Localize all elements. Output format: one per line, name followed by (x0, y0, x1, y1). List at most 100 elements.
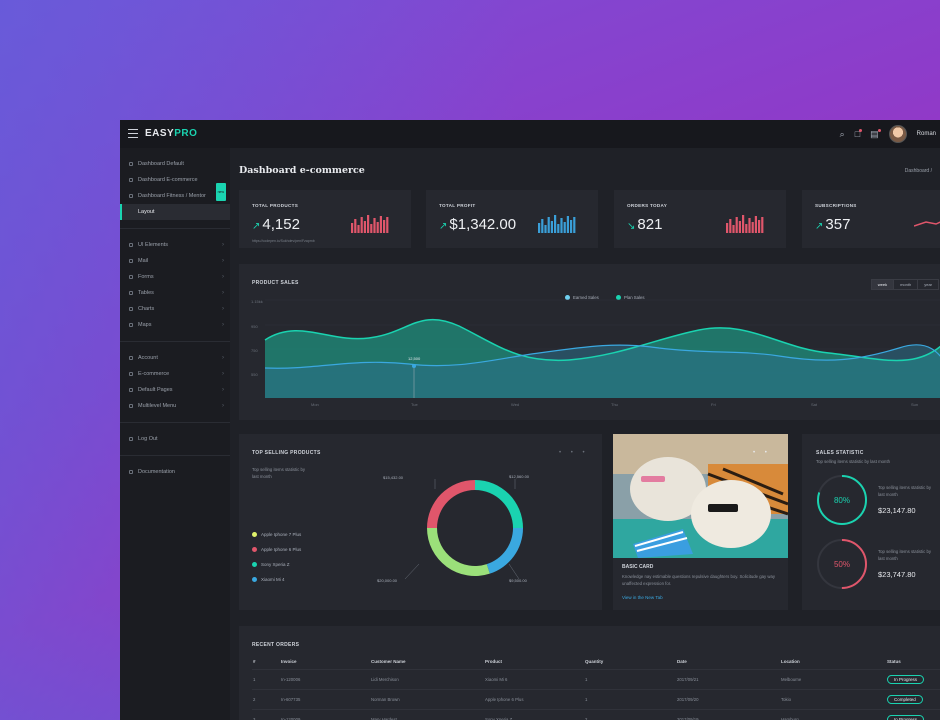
mini-bar (758, 220, 761, 233)
column-header[interactable]: Invoice (281, 658, 297, 664)
menu-icon[interactable] (128, 129, 138, 138)
column-header[interactable]: Customer Name (371, 658, 406, 664)
sidebar-item-mail[interactable]: Mail › (120, 253, 230, 269)
user-name[interactable]: Roman (916, 131, 936, 137)
mini-bar (376, 222, 379, 233)
table-cell: In-120006 (280, 669, 370, 690)
period-toggle: week month year (870, 279, 939, 290)
mini-bar (761, 217, 764, 233)
table-cell: Mary Hardest (370, 709, 484, 720)
stat-card-subscriptions: SUBSCRIPTIONS ↗ 357 (802, 190, 940, 248)
sidebar-item-ui-elements[interactable]: UI Elements › (120, 237, 230, 253)
mini-bar (547, 217, 550, 233)
mini-bar (373, 218, 376, 233)
chevron-right-icon: › (222, 322, 224, 328)
avatar[interactable] (888, 125, 907, 143)
sidebar-item-charts[interactable]: Charts › (120, 301, 230, 317)
donut-slice-sony-xperia-z (475, 480, 523, 528)
tab-month[interactable]: month (893, 280, 917, 289)
table-cell: Sony Xperia Z (484, 709, 584, 720)
table-row[interactable]: 1 In-120006 Lidi Merchison Xiaomi Mi 6 1 2017… (252, 669, 940, 690)
search-icon[interactable]: ⌕ (839, 128, 845, 139)
mini-bar (351, 223, 354, 233)
sidebar-item-tables[interactable]: Tables › (120, 285, 230, 301)
column-header[interactable]: # (253, 658, 256, 664)
legend-earned[interactable]: Earned Sales (565, 295, 599, 300)
stat-label: TOTAL PRODUCTS (252, 203, 299, 208)
mini-bar (379, 216, 382, 233)
status-badge[interactable]: In Progress (887, 715, 925, 720)
panel-actions-icon[interactable]: • • • (559, 450, 589, 456)
stat-label: TOTAL PROFIT (439, 203, 476, 208)
sidebar-item-default-pages[interactable]: Default Pages › (120, 382, 230, 398)
mini-bar (570, 220, 573, 233)
main-content: Dashboard e-commerce Dashboard / TOTAL P… (230, 148, 940, 720)
trend-up-icon: ↗ (439, 221, 448, 232)
tab-year[interactable]: year (917, 280, 938, 289)
status-badge[interactable]: Completed (887, 695, 923, 704)
ring-text: Top selling items statistic by last mont… (878, 485, 932, 497)
progress-ring: 80% (817, 475, 867, 525)
app-logo[interactable]: EASYPRO (145, 128, 198, 139)
top-selling-panel: TOP SELLING PRODUCTS • • • Top selling i… (239, 434, 602, 610)
x-tick: Sat (811, 402, 818, 407)
table-cell: In-607735 (280, 689, 370, 710)
x-tick: Thu (611, 402, 618, 407)
chevron-right-icon: › (222, 274, 224, 280)
table-cell: In-120009 (280, 709, 370, 720)
mini-bar (563, 222, 566, 233)
sidebar-item-account[interactable]: Account › (120, 350, 230, 366)
mini-bar (370, 224, 373, 233)
legend-plan[interactable]: Plan Sales (616, 295, 645, 300)
legend-dot (252, 547, 257, 552)
table-cell: Lidi Merchison (370, 669, 484, 690)
column-header[interactable]: Product (485, 658, 503, 664)
tab-week[interactable]: week (871, 280, 894, 289)
ring-progress (817, 539, 867, 589)
donut-slice-apple-iphone-6-plus (427, 480, 475, 528)
card-actions-icon[interactable]: • • (753, 450, 771, 456)
sidebar-item-maps[interactable]: Maps › (120, 317, 230, 333)
status-cell: In Progress (886, 709, 940, 720)
legend-dot (616, 295, 621, 300)
sidebar-item-layout[interactable]: Layout (120, 204, 230, 220)
ring-percent: 80% (834, 496, 850, 505)
x-tick: Mon (311, 402, 319, 407)
basic-card: • • BASIC CARD Knowledge nay estimable q… (613, 434, 788, 610)
legend-dot (252, 577, 257, 582)
cart-icon[interactable]: ▤ (870, 128, 881, 139)
mini-bar (566, 216, 569, 233)
sidebar-item-dashboard-fitness[interactable]: Dashboard Fitness / Mentor new (120, 183, 230, 204)
sidebar-item-documentation[interactable]: Documentation (120, 464, 230, 480)
ring-percent: 50% (834, 560, 850, 569)
sales-statistic-panel: SALES STATISTIC Top selling items statis… (802, 434, 940, 610)
sidebar-item-log-out[interactable]: Log Out (120, 431, 230, 447)
legend-dot (252, 532, 257, 537)
column-header[interactable]: Status (887, 658, 901, 664)
table-row[interactable]: 2 In-607735 Norman Brown Apple Iphone 6 Plu… (252, 689, 940, 710)
chevron-right-icon: › (222, 355, 224, 361)
table-row[interactable]: 3 In-120009 Mary Hardest Sony Xperia Z 2 2017… (252, 709, 940, 720)
sidebar-item-multilevel-menu[interactable]: Multilevel Menu › (120, 398, 230, 414)
column-header[interactable]: Date (677, 658, 687, 664)
sidebar-item-dashboard-default[interactable]: Dashboard Default (120, 156, 230, 172)
x-tick: Fri (711, 402, 716, 407)
card-link[interactable]: View in the New Tab (622, 595, 663, 600)
stat-label: ORDERS TODAY (627, 203, 668, 208)
sidebar-item-dashboard-ecommerce[interactable]: Dashboard E-commerce (120, 172, 230, 188)
legend-item: Sony Xperia Z (252, 562, 290, 567)
breadcrumb[interactable]: Dashboard / (904, 168, 932, 174)
bell-icon[interactable]: □ (854, 129, 863, 139)
mini-bar (383, 220, 386, 233)
column-header[interactable]: Quantity (585, 658, 604, 664)
legend-item: Apple Iphone 6 Plus (252, 547, 301, 552)
table-cell: 2017/09/19 (676, 709, 780, 720)
column-header[interactable]: Location (781, 658, 800, 664)
chevron-right-icon: › (222, 387, 224, 393)
ring-progress (817, 475, 867, 525)
panel-description: Top selling items statistic by last mont… (816, 459, 891, 464)
sidebar-item-forms[interactable]: Forms › (120, 269, 230, 285)
status-badge[interactable]: In Progress (887, 675, 925, 684)
sidebar-item-ecommerce[interactable]: E-commerce › (120, 366, 230, 382)
dashboard-icon (129, 162, 133, 166)
